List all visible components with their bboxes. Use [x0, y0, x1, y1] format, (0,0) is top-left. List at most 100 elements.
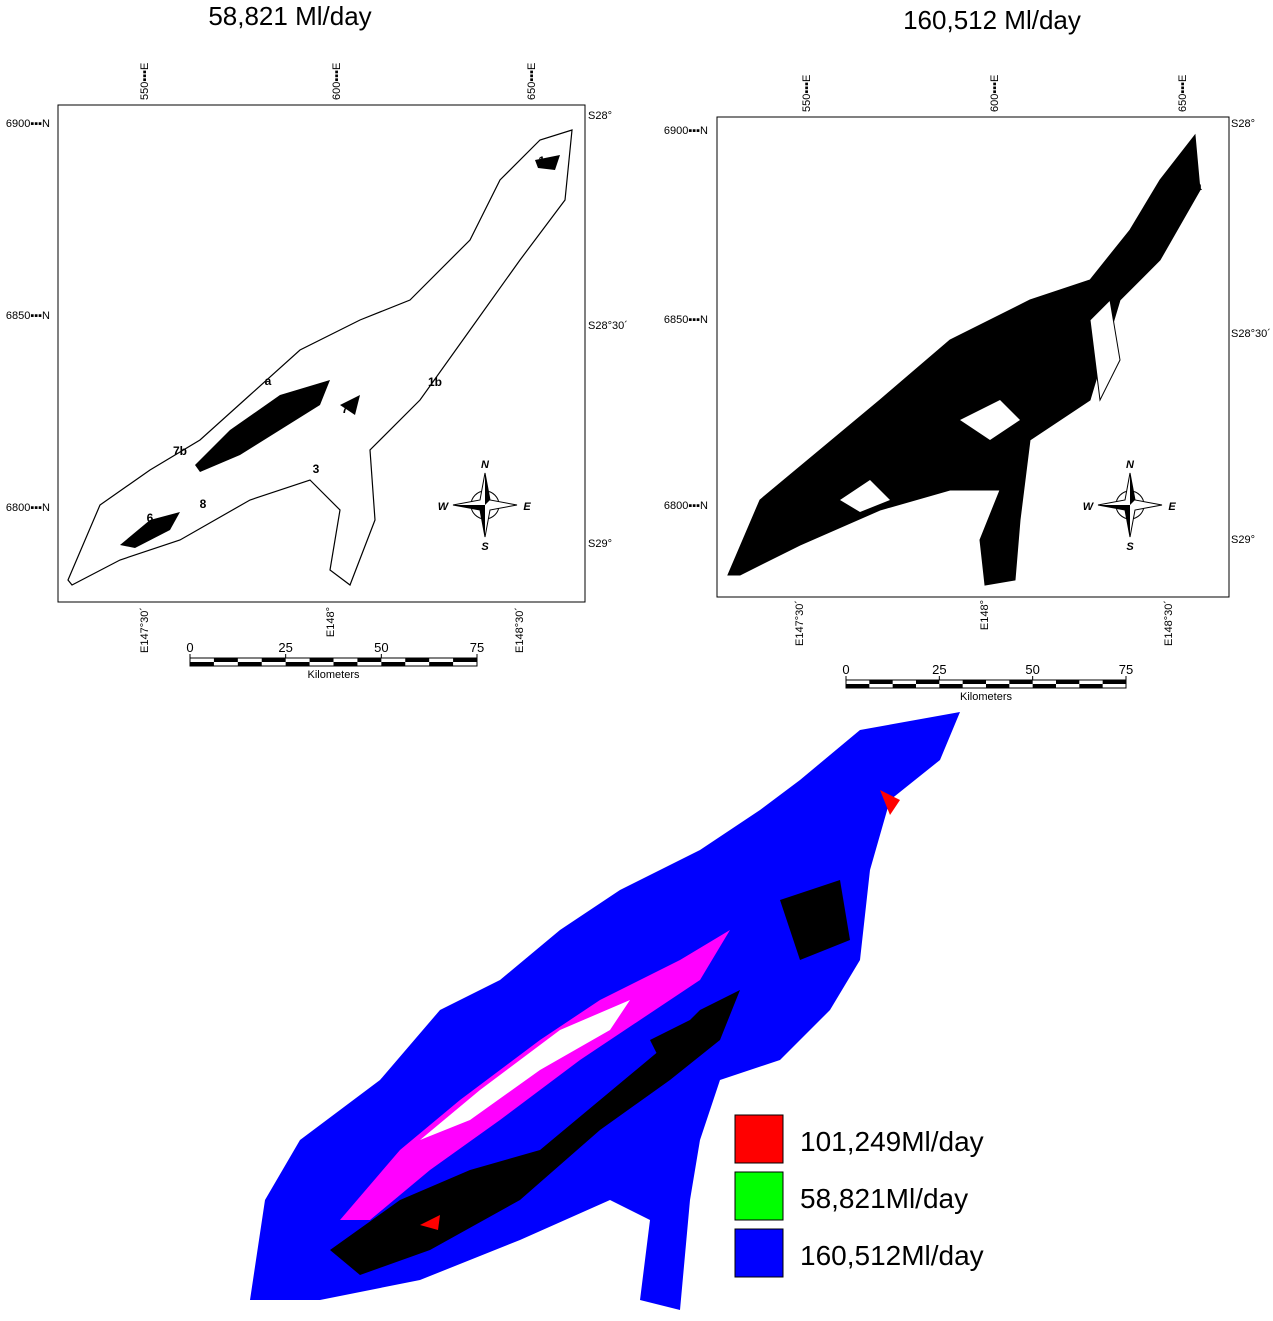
legend-swatch	[734, 1114, 784, 1164]
region-label: 6	[147, 511, 154, 525]
latitude-label: S29°	[588, 538, 612, 550]
easting-label: 550▪▪▪E	[801, 75, 813, 112]
legend-swatch	[734, 1171, 784, 1221]
latitude-label: S29°	[1231, 534, 1255, 546]
flooded-area	[727, 133, 1201, 586]
composite-flood	[330, 990, 740, 1275]
region-label: 1a	[538, 154, 552, 168]
scale-segment	[962, 680, 986, 684]
scale-segment	[285, 662, 310, 666]
compass-letter: E	[523, 501, 531, 513]
longitude-label: E147°30´	[139, 607, 151, 653]
scale-tick-label: 0	[186, 640, 193, 655]
region-label: 5	[245, 417, 252, 431]
map-title: 58,821 Ml/day	[208, 1, 371, 31]
longitude-label: E148°30´	[1163, 600, 1175, 646]
longitude-label: E148°30´	[514, 607, 526, 653]
composite-flood	[650, 1020, 700, 1070]
compass-letter: N	[1126, 459, 1135, 471]
region-label: 8	[200, 497, 207, 511]
compass-star	[1098, 473, 1135, 537]
easting-label: 600▪▪▪E	[989, 75, 1001, 112]
scale-tick-label: 0	[842, 662, 849, 677]
scale-tick-label: 25	[932, 662, 946, 677]
region-label: 7b	[173, 444, 187, 458]
scale-segment	[1032, 684, 1056, 688]
scale-unit: Kilometers	[308, 669, 360, 681]
scale-segment	[916, 680, 940, 684]
northing-label: 6800▪▪▪N	[664, 500, 708, 512]
scale-segment	[429, 662, 454, 666]
latitude-label: S28°	[588, 110, 612, 122]
compass-letter: S	[1126, 541, 1134, 553]
easting-label: 650▪▪▪E	[526, 63, 538, 100]
region-label: a	[265, 374, 272, 388]
scale-segment	[1102, 680, 1126, 684]
legend-label: 160,512Ml/day	[800, 1240, 984, 1271]
region-label: 1a	[1188, 179, 1202, 193]
longitude-label: E148°	[979, 600, 991, 630]
scale-tick-label: 50	[374, 640, 388, 655]
map-title: 160,512 Ml/day	[903, 5, 1081, 35]
scale-segment	[190, 662, 214, 666]
composite-flood	[880, 790, 900, 815]
longitude-label: E147°30´	[794, 600, 806, 646]
flooded-area	[340, 395, 360, 415]
scale-segment	[1056, 680, 1080, 684]
flooded-area	[535, 155, 560, 170]
dry-patch	[960, 400, 1020, 440]
dry-patch	[1089, 298, 1121, 402]
latitude-label: S28°	[1231, 118, 1255, 130]
northing-label: 6900▪▪▪N	[6, 118, 50, 130]
scale-segment	[453, 658, 477, 662]
region-label: 3	[313, 462, 320, 476]
scale-segment	[986, 684, 1010, 688]
scale-segment	[1009, 680, 1033, 684]
legend-label: 101,249Ml/day	[800, 1126, 984, 1157]
compass-letter: E	[1168, 501, 1176, 513]
region-label: 7	[342, 402, 349, 416]
compass-letter: N	[481, 459, 490, 471]
composite-flood	[420, 1000, 630, 1140]
northing-label: 6850▪▪▪N	[6, 310, 50, 322]
scale-segment	[381, 662, 406, 666]
flooded-area	[195, 380, 330, 472]
northing-label: 6850▪▪▪N	[664, 314, 708, 326]
scale-segment	[237, 662, 262, 666]
latitude-label: S28°30´	[1231, 328, 1271, 340]
compass-letter: W	[438, 501, 450, 513]
compass-letter: W	[1083, 501, 1095, 513]
scale-segment	[892, 684, 916, 688]
scale-segment	[869, 680, 893, 684]
flooded-area	[120, 512, 180, 548]
easting-label: 550▪▪▪E	[139, 63, 151, 100]
scale-segment	[1079, 684, 1103, 688]
scale-segment	[333, 662, 358, 666]
composite-flood	[420, 1215, 440, 1230]
compass-star	[453, 473, 490, 537]
region-label: 1b	[428, 375, 442, 389]
easting-label: 650▪▪▪E	[1177, 75, 1189, 112]
scale-segment	[405, 658, 430, 662]
compass-letter: S	[481, 541, 489, 553]
composite-flood	[780, 880, 850, 960]
northing-label: 6800▪▪▪N	[6, 502, 50, 514]
scale-segment	[939, 684, 963, 688]
scale-tick-label: 50	[1025, 662, 1039, 677]
scale-segment	[357, 658, 382, 662]
scale-segment	[261, 658, 286, 662]
scale-segment	[846, 684, 870, 688]
scale-tick-label: 75	[470, 640, 484, 655]
longitude-label: E148°	[325, 607, 337, 637]
scale-segment	[213, 658, 238, 662]
scale-tick-label: 25	[278, 640, 292, 655]
scale-segment	[309, 658, 334, 662]
latitude-label: S28°30´	[588, 320, 628, 332]
easting-label: 600▪▪▪E	[331, 63, 343, 100]
river-outline	[67, 129, 573, 586]
scale-unit: Kilometers	[960, 691, 1012, 703]
composite-flood	[340, 930, 730, 1220]
scale-tick-label: 75	[1119, 662, 1133, 677]
legend-swatch	[734, 1228, 784, 1278]
